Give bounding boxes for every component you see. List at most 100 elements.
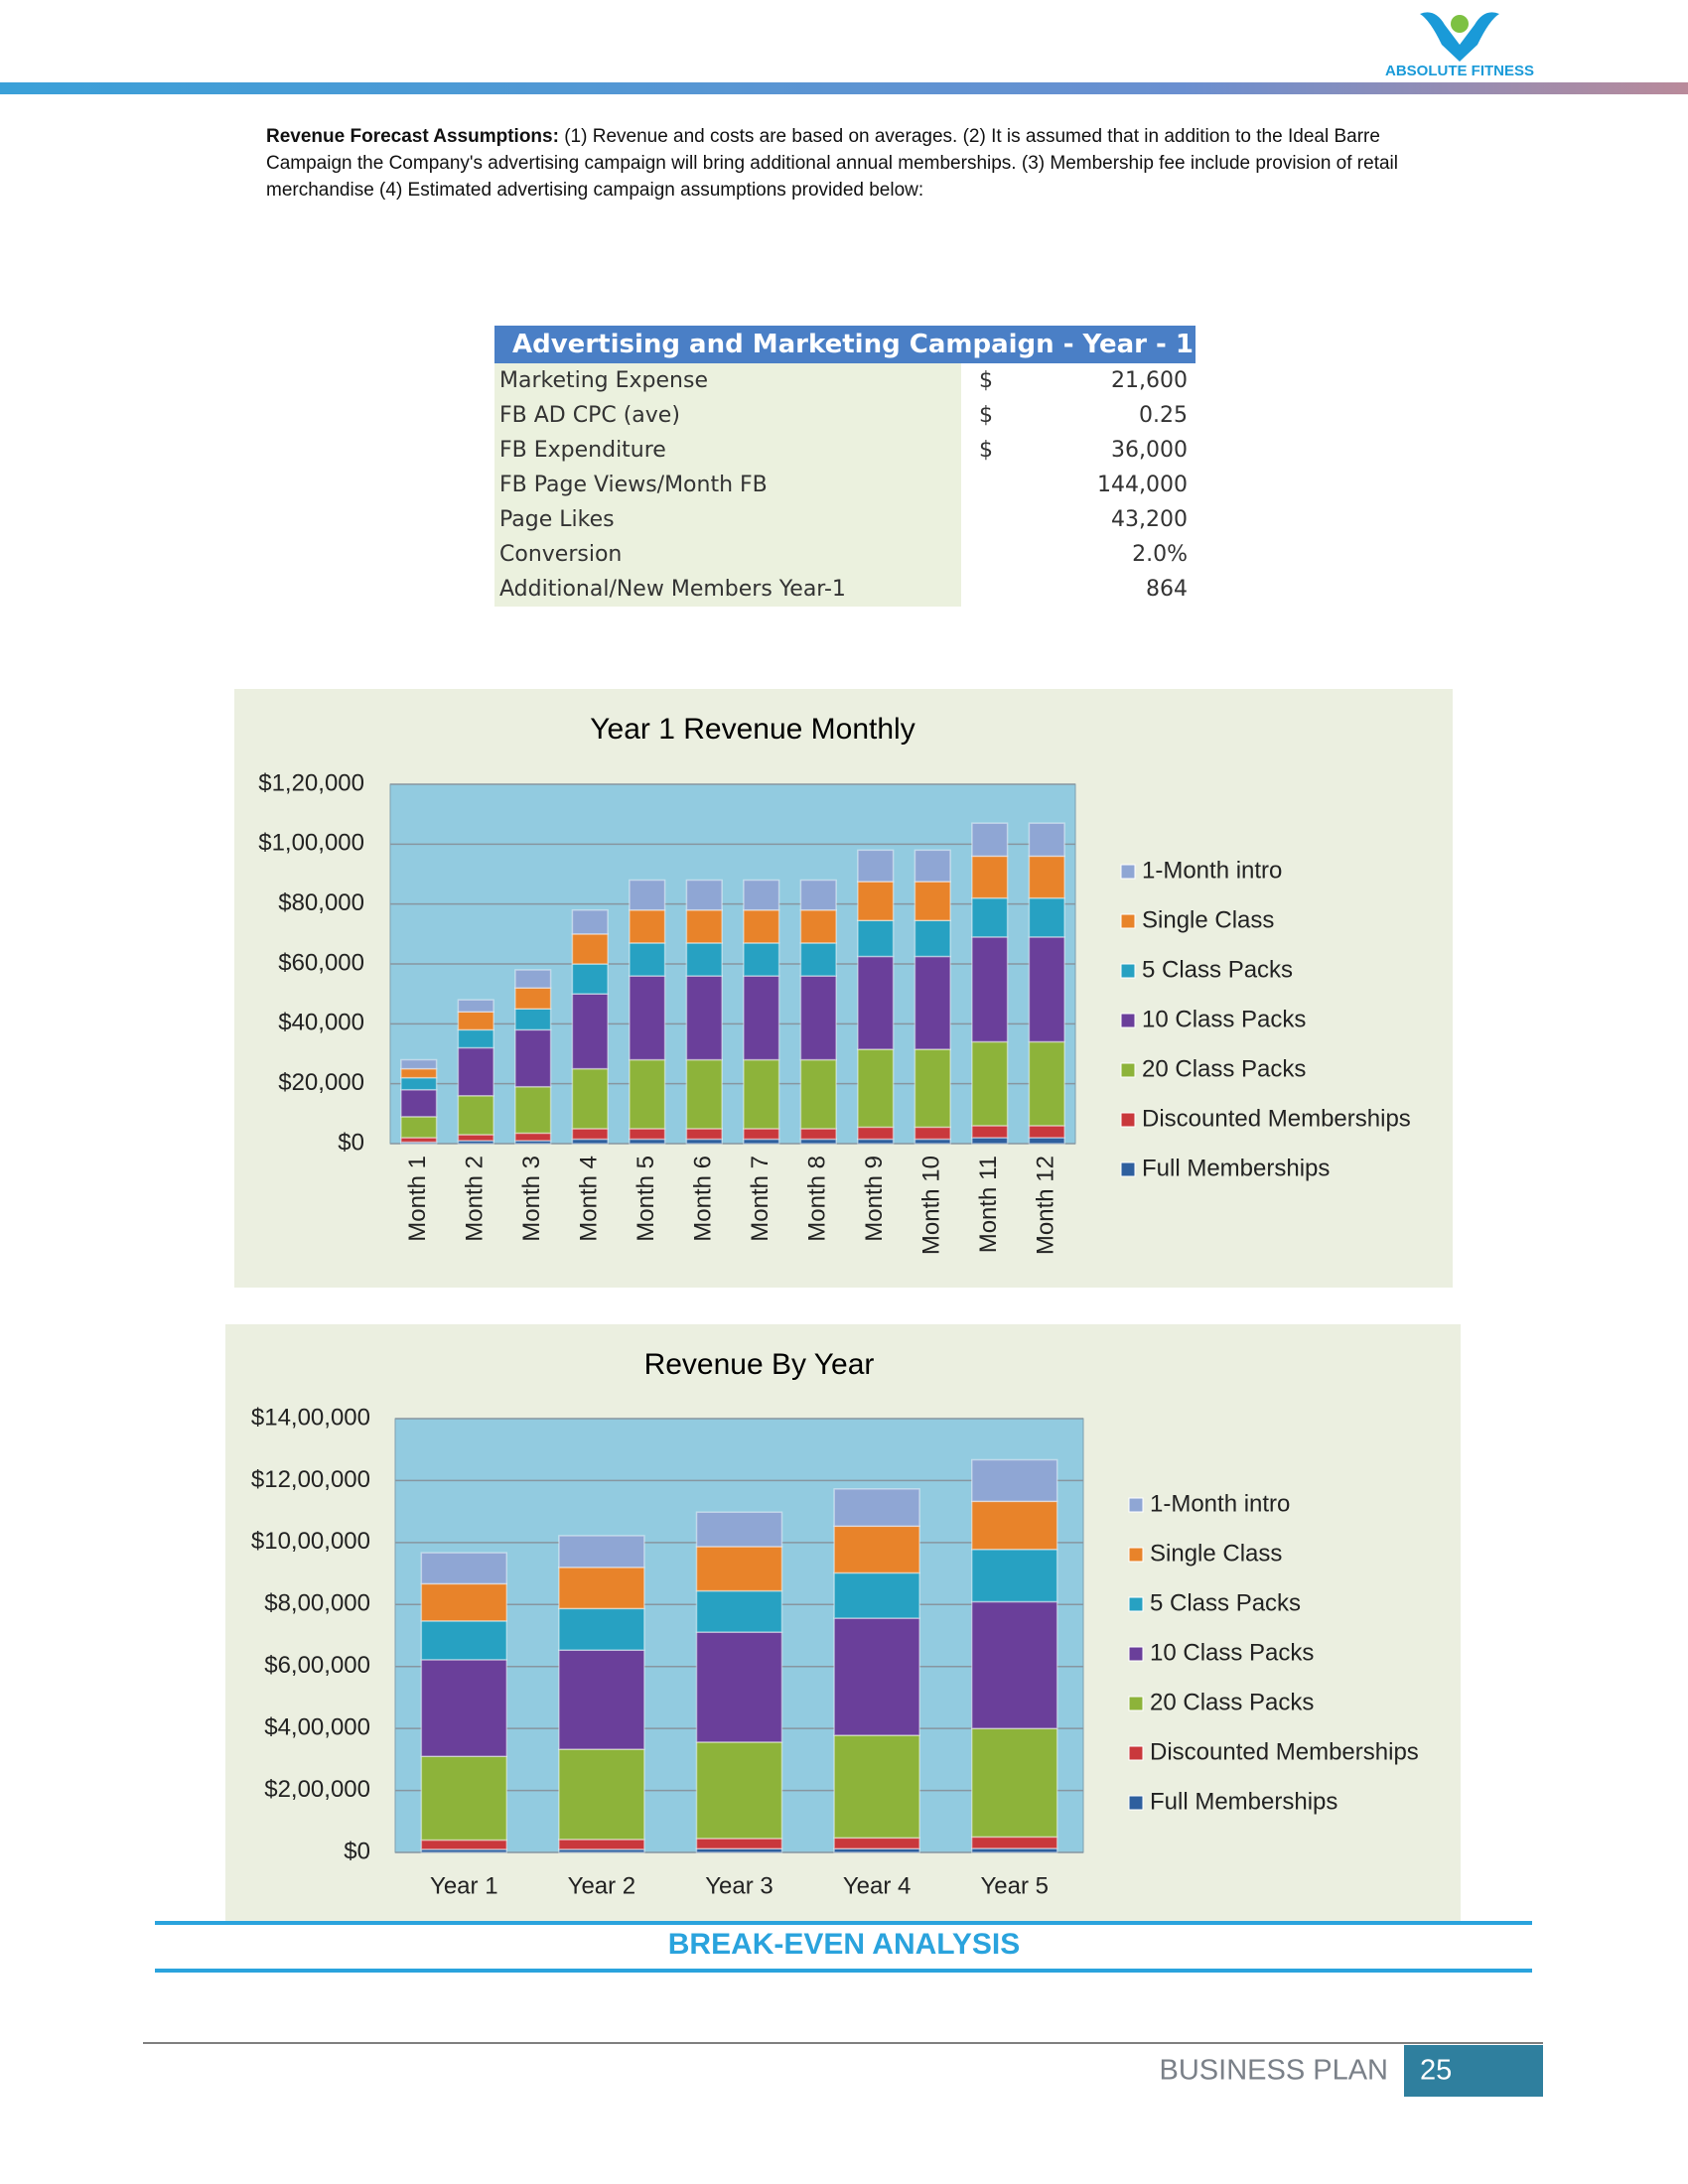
- bar-segment: [514, 1132, 552, 1142]
- bar-segment: [400, 1088, 438, 1118]
- legend-swatch: [1128, 1497, 1144, 1513]
- page-number-box: [1404, 2045, 1543, 2097]
- bar-segment: [514, 1008, 552, 1031]
- table-cell: Marketing Expense: [494, 363, 961, 398]
- section-heading: BREAK-EVEN ANALYSIS: [668, 1928, 1021, 1961]
- bar-segment: [400, 1076, 438, 1091]
- bar-segment: [1028, 822, 1065, 858]
- legend-swatch: [1120, 1013, 1136, 1028]
- bar-segment: [1028, 896, 1065, 938]
- footer-label: BUSINESS PLAN: [1160, 2055, 1388, 2087]
- legend-swatch: [1120, 913, 1136, 929]
- bar-segment: [571, 908, 609, 935]
- table-cell: Additional/New Members Year-1: [494, 572, 961, 607]
- legend-label: 5 Class Packs: [1150, 1589, 1301, 1616]
- table-cell: $: [979, 368, 993, 393]
- x-tick-label: Month 5: [633, 1156, 659, 1242]
- table-cell: [961, 468, 1039, 502]
- bar-segment: [400, 1116, 438, 1139]
- x-tick-label: Month 11: [975, 1156, 1002, 1253]
- bar-segment: [629, 1058, 666, 1130]
- bar-segment: [743, 908, 780, 944]
- bar-segment: [1028, 1040, 1065, 1127]
- bar-segment: [743, 975, 780, 1061]
- bar-segment: [833, 1571, 920, 1619]
- table-cell: Conversion: [494, 537, 961, 572]
- bar-segment: [558, 1649, 645, 1750]
- chart-title: Year 1 Revenue Monthly: [590, 713, 914, 746]
- bar-segment: [558, 1607, 645, 1651]
- legend-label: 10 Class Packs: [1150, 1639, 1314, 1666]
- y-tick-label: $14,00,000: [251, 1404, 370, 1431]
- legend-label: 10 Class Packs: [1142, 1006, 1306, 1032]
- bar-segment: [571, 1067, 609, 1130]
- chart-title: Revenue By Year: [644, 1348, 875, 1381]
- y-tick-label: $0: [338, 1129, 364, 1156]
- x-tick-label: Month 12: [1033, 1156, 1059, 1255]
- bar-segment: [1028, 936, 1065, 1043]
- table-row: Page Likes 43,200: [494, 502, 1196, 537]
- legend-swatch: [1120, 1112, 1136, 1128]
- x-tick-label: Year 2: [568, 1872, 636, 1899]
- bar-segment: [799, 1128, 837, 1141]
- bar-segment: [971, 896, 1009, 938]
- bar-segment: [420, 1659, 508, 1757]
- bar-segment: [1028, 1125, 1065, 1139]
- x-tick-label: Month 4: [576, 1156, 603, 1242]
- y-tick-label: $6,00,000: [264, 1652, 370, 1679]
- legend-label: 20 Class Packs: [1142, 1055, 1306, 1082]
- table-row: FB Page Views/Month FB 144,000: [494, 468, 1196, 502]
- bar-segment: [558, 1567, 645, 1610]
- bar-segment: [971, 855, 1009, 899]
- bar-segment: [971, 936, 1009, 1043]
- x-tick-label: Year 3: [705, 1872, 774, 1899]
- intro-label: Revenue Forecast Assumptions:: [266, 126, 559, 147]
- page-number: 25: [1420, 2055, 1452, 2087]
- bar-segment: [970, 1836, 1058, 1849]
- table-row: FB Expenditure $36,000: [494, 433, 1196, 468]
- y-tick-label: $10,00,000: [251, 1528, 370, 1555]
- bar-segment: [514, 969, 552, 989]
- x-tick-label: Month 1: [404, 1156, 431, 1242]
- table-cell: $: [979, 403, 993, 428]
- table-row: FB AD CPC (ave) $0.25: [494, 398, 1196, 433]
- x-tick-label: Month 9: [861, 1156, 888, 1242]
- bar-segment: [695, 1741, 783, 1840]
- y-tick-label: $4,00,000: [264, 1713, 370, 1740]
- logo-text: ABSOLUTE FITNESS: [1385, 63, 1534, 79]
- table-cell: Page Likes: [494, 502, 961, 537]
- logo-dot: [1451, 15, 1469, 33]
- y-tick-label: $20,000: [278, 1069, 364, 1096]
- legend-label: Full Memberships: [1150, 1788, 1337, 1815]
- x-tick-label: Month 10: [918, 1156, 945, 1255]
- bar-segment: [833, 1837, 920, 1850]
- table-cell: 2.0%: [1132, 542, 1188, 567]
- bar-segment: [571, 1128, 609, 1141]
- table-cell: FB AD CPC (ave): [494, 398, 961, 433]
- bar-segment: [914, 919, 951, 958]
- y-tick-label: $8,00,000: [264, 1590, 370, 1617]
- bar-segment: [1028, 855, 1065, 899]
- x-tick-label: Year 4: [843, 1872, 912, 1899]
- table-cell: [961, 502, 1039, 537]
- bar-segment: [695, 1546, 783, 1592]
- x-tick-label: Month 3: [518, 1156, 545, 1242]
- bar-segment: [743, 1058, 780, 1130]
- bar-segment: [857, 1126, 895, 1141]
- legend-swatch: [1120, 1161, 1136, 1177]
- bar-segment: [857, 881, 895, 922]
- bar-segment: [685, 908, 723, 944]
- legend-label: Full Memberships: [1142, 1155, 1330, 1181]
- bar-segment: [743, 1128, 780, 1141]
- bar-segment: [685, 1058, 723, 1130]
- table-cell: [961, 537, 1039, 572]
- table-cell: 144,000: [1097, 473, 1188, 497]
- bar-segment: [571, 993, 609, 1070]
- legend-swatch: [1120, 864, 1136, 880]
- intro-text: (1) Revenue and costs are based on avera…: [266, 126, 1398, 201]
- bar-segment: [457, 1134, 494, 1142]
- y-tick-label: $60,000: [278, 949, 364, 976]
- header-stripe: [0, 82, 1688, 94]
- bar-segment: [833, 1734, 920, 1840]
